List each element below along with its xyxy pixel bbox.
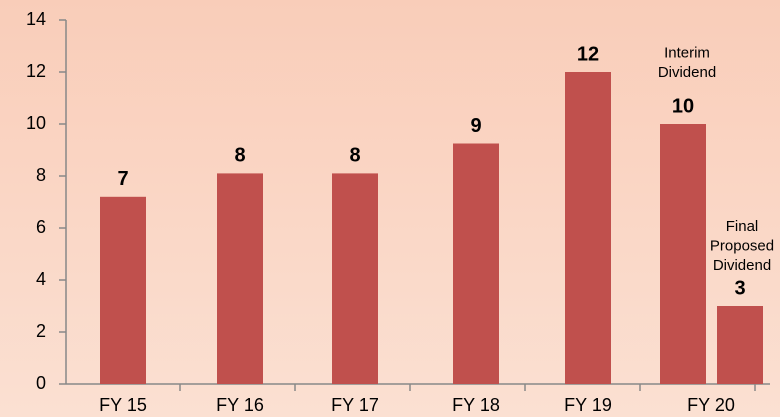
y-tick-label: 8 bbox=[36, 165, 46, 185]
y-tick-label: 6 bbox=[36, 217, 46, 237]
annotation: Proposed bbox=[710, 237, 774, 254]
x-tick-label: FY 15 bbox=[99, 395, 147, 415]
bar bbox=[660, 124, 706, 384]
y-tick-label: 10 bbox=[26, 113, 46, 133]
value-label: 9 bbox=[470, 115, 481, 137]
x-tick-label: FY 16 bbox=[216, 395, 264, 415]
annotation: Interim bbox=[664, 44, 710, 61]
x-tick-label: FY 17 bbox=[331, 395, 379, 415]
bar bbox=[565, 72, 611, 384]
bar bbox=[100, 196, 146, 384]
annotation: Final bbox=[726, 218, 759, 235]
bar bbox=[332, 173, 378, 384]
x-tick-label: FY 18 bbox=[452, 395, 500, 415]
y-tick-label: 14 bbox=[26, 9, 46, 29]
bar bbox=[217, 173, 263, 384]
bar bbox=[453, 143, 499, 384]
value-label: 8 bbox=[234, 145, 245, 167]
y-tick-label: 4 bbox=[36, 269, 46, 289]
annotation: Dividend bbox=[713, 257, 771, 274]
y-tick-label: 12 bbox=[26, 61, 46, 81]
x-tick-label: FY 20 bbox=[687, 395, 735, 415]
value-label: 7 bbox=[117, 168, 128, 190]
value-label: 12 bbox=[577, 43, 599, 65]
y-tick-label: 0 bbox=[36, 373, 46, 393]
x-tick-label: FY 19 bbox=[564, 395, 612, 415]
value-label: 8 bbox=[349, 145, 360, 167]
annotation: Dividend bbox=[658, 64, 716, 81]
y-tick-label: 2 bbox=[36, 321, 46, 341]
bar bbox=[717, 306, 763, 384]
value-label: 3 bbox=[734, 277, 745, 299]
value-label: 10 bbox=[672, 95, 694, 117]
